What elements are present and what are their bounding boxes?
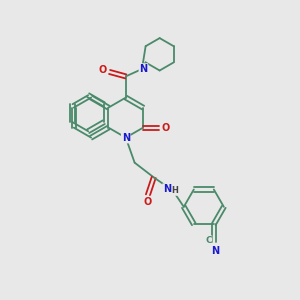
Text: O: O [144,196,152,206]
Text: N: N [163,184,171,194]
Text: O: O [99,65,107,76]
Text: N: N [211,246,219,256]
Text: N: N [140,64,148,74]
Text: H: H [171,186,178,195]
Text: C: C [205,236,212,245]
Text: O: O [161,123,169,133]
Text: N: N [122,133,130,142]
